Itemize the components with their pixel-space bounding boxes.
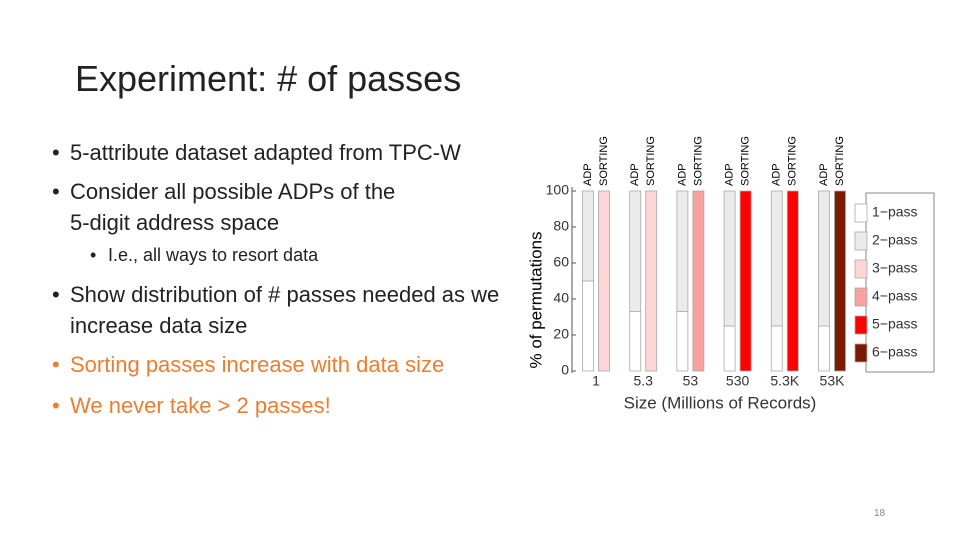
legend-label: 3−pass	[872, 260, 918, 276]
bar-segment	[629, 311, 642, 372]
bar-label: SORTING	[598, 136, 610, 186]
bar-segment	[598, 190, 610, 372]
y-tick-label: 20	[553, 326, 569, 342]
bar-segment	[645, 190, 658, 372]
y-tick-label: 100	[546, 182, 570, 198]
x-tick-label: 530	[726, 373, 750, 389]
x-axis-label: Size (Millions of Records)	[624, 393, 817, 412]
bullet: Consider all possible ADPs of the 5-digi…	[52, 176, 420, 238]
x-tick-label: 5.3K	[770, 373, 799, 389]
legend-swatch	[854, 259, 868, 279]
bar-segment	[723, 190, 736, 327]
bullet: Sorting passes increase with data size	[52, 349, 444, 380]
bullet: We never take > 2 passes!	[52, 390, 331, 421]
x-tick-label: 53K	[820, 373, 846, 389]
legend-box	[865, 192, 935, 373]
bar-label: ADP	[629, 163, 641, 186]
sub-bullet: I.e., all ways to resort data	[90, 241, 318, 269]
bar-label: SORTING	[740, 136, 752, 186]
bar-label: SORTING	[645, 136, 657, 186]
legend-label: 6−pass	[872, 344, 918, 360]
bar-label: ADP	[676, 163, 688, 186]
legend-swatch	[854, 203, 868, 223]
legend-swatch	[854, 315, 868, 335]
bar-segment	[818, 190, 830, 327]
bar-segment	[582, 190, 594, 282]
y-tick-label: 60	[553, 254, 569, 270]
bar-label: ADP	[724, 163, 736, 186]
bar-segment	[739, 190, 752, 372]
y-tick-label: 40	[553, 290, 569, 306]
bullet: Show distribution of # passes needed as …	[52, 279, 510, 341]
bar-segment	[834, 190, 846, 372]
legend-label: 4−pass	[872, 288, 918, 304]
bar-segment	[723, 325, 736, 372]
bar-label: SORTING	[692, 136, 704, 186]
legend-label: 1−pass	[872, 204, 918, 220]
y-axis-label: % of permutations	[526, 231, 545, 368]
x-tick-label: 1	[592, 373, 600, 389]
y-tick-label: 0	[561, 362, 569, 378]
bar-label: ADP	[818, 163, 830, 186]
bullet: 5-attribute dataset adapted from TPC-W	[52, 137, 540, 168]
bar-segment	[692, 190, 705, 372]
bar-segment	[676, 190, 689, 312]
bar-segment	[676, 311, 689, 372]
bar-label: SORTING	[787, 136, 799, 186]
bar-label: ADP	[771, 163, 783, 186]
slide-title: Experiment: # of passes	[75, 58, 462, 99]
bar-label: SORTING	[834, 136, 846, 186]
bar-segment	[629, 190, 642, 312]
legend-swatch	[854, 231, 868, 251]
legend-swatch	[854, 343, 868, 363]
bar-label: ADP	[582, 163, 594, 186]
y-tick-label: 80	[553, 218, 569, 234]
legend-swatch	[854, 287, 868, 307]
bar-segment	[582, 280, 594, 372]
bar-segment	[770, 190, 783, 327]
x-tick-label: 53	[683, 373, 699, 389]
bar-segment	[818, 325, 830, 372]
legend-label: 2−pass	[872, 232, 918, 248]
page-number: 18	[874, 508, 886, 519]
bar-segment	[770, 325, 783, 372]
bar-segment	[786, 190, 799, 372]
x-tick-label: 5.3	[633, 373, 653, 389]
legend-label: 5−pass	[872, 316, 918, 332]
